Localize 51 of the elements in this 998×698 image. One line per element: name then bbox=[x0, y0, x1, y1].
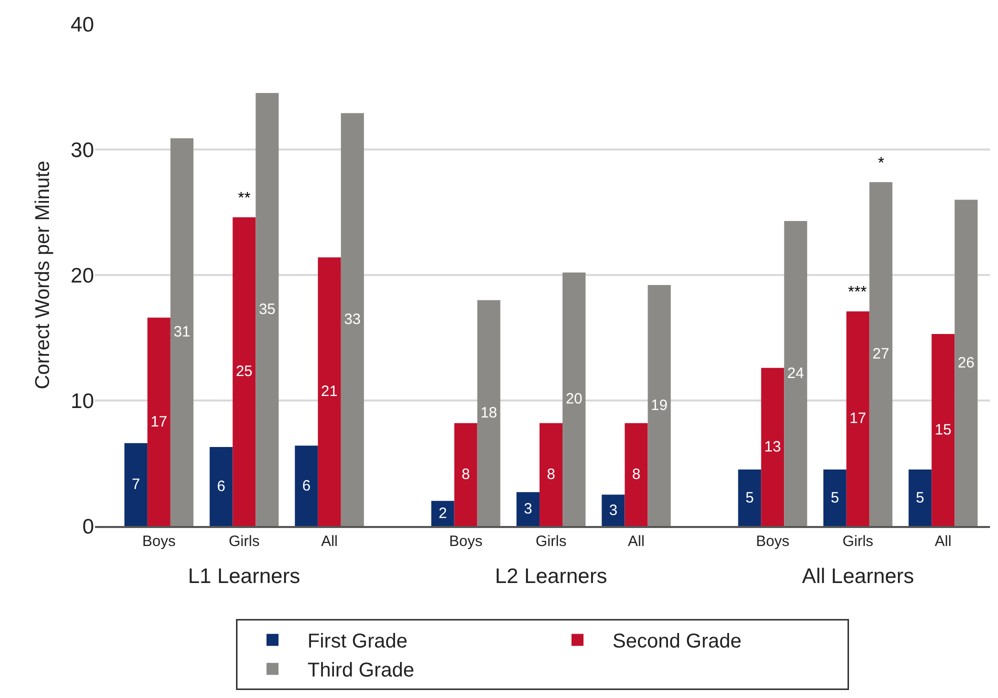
x-tick-label: Girls bbox=[228, 533, 260, 550]
annotation: ** bbox=[238, 190, 250, 207]
data-label: 17 bbox=[850, 410, 866, 428]
data-label: 19 bbox=[650, 397, 668, 414]
legend-label: First Grade bbox=[308, 630, 408, 653]
text: All Learners bbox=[802, 565, 914, 588]
y-tick-label: 0 bbox=[82, 515, 94, 538]
data-label: 13 bbox=[764, 438, 781, 456]
data-label: 3 bbox=[609, 502, 618, 519]
data-label: 33 bbox=[344, 311, 361, 328]
y-tick-label: 20 bbox=[70, 264, 94, 288]
text: L2 Learners bbox=[495, 565, 608, 588]
x-tick-label: Girls bbox=[842, 533, 874, 550]
data-label: 6 bbox=[302, 477, 311, 494]
data-label: 6 bbox=[216, 478, 226, 495]
data-label: 18 bbox=[480, 404, 498, 422]
x-tick-label: Boys bbox=[142, 533, 176, 550]
data-label: 26 bbox=[958, 354, 974, 372]
x-tick-label: Girls bbox=[536, 533, 566, 550]
data-label: 7 bbox=[132, 476, 140, 494]
data-label: 8 bbox=[632, 466, 640, 484]
data-label: 2 bbox=[438, 504, 447, 522]
data-label: 20 bbox=[566, 390, 582, 408]
y-tick-label: 40 bbox=[70, 13, 94, 36]
y-axis-title: Correct Words per Minute bbox=[32, 160, 54, 390]
data-label: 27 bbox=[872, 346, 890, 363]
data-label: 31 bbox=[174, 324, 190, 341]
data-label: 5 bbox=[830, 489, 840, 506]
x-tick-label: All bbox=[628, 533, 645, 550]
data-label: 5 bbox=[745, 489, 754, 506]
data-label: 35 bbox=[258, 301, 276, 318]
x-tick-label: All bbox=[321, 533, 338, 550]
x-tick-label: Boys bbox=[756, 533, 790, 550]
annotation: *** bbox=[848, 284, 867, 301]
legend-label: Second Grade bbox=[612, 630, 742, 653]
x-tick-label: All bbox=[934, 533, 952, 550]
data-label: 24 bbox=[787, 365, 804, 382]
data-label: 21 bbox=[321, 383, 338, 400]
data-label: 3 bbox=[524, 500, 532, 518]
y-tick-label: 10 bbox=[70, 390, 94, 413]
annotation: * bbox=[878, 155, 884, 172]
data-label: 8 bbox=[546, 466, 556, 484]
data-label: 17 bbox=[150, 413, 168, 430]
data-label: 15 bbox=[934, 421, 952, 438]
data-label: 25 bbox=[236, 363, 253, 380]
y-tick-label: 30 bbox=[70, 138, 94, 162]
legend-label: Third Grade bbox=[308, 660, 414, 682]
data-label: 5 bbox=[916, 489, 924, 506]
text: L1 Learners bbox=[188, 565, 300, 588]
data-label: 8 bbox=[462, 466, 470, 484]
x-tick-label: Boys bbox=[449, 533, 482, 550]
